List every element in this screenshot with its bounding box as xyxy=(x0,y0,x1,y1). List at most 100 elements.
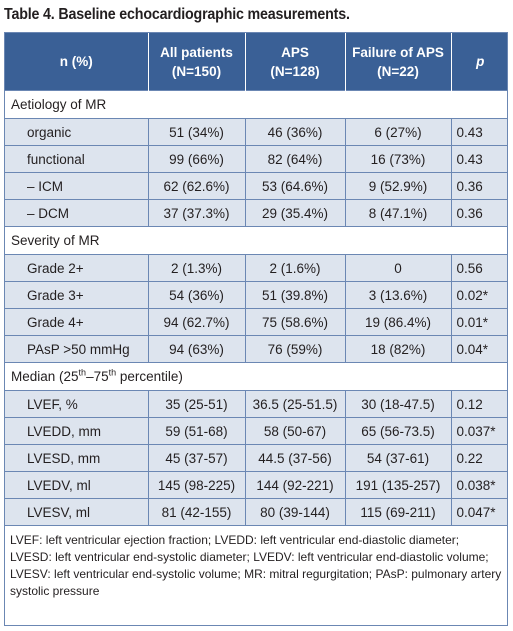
row-label: – ICM xyxy=(5,172,148,200)
table-row: LVEDV, ml 145 (98-225) 144 (92-221) 191 … xyxy=(5,471,507,499)
table-row: Grade 4+ 94 (62.7%) 75 (58.6%) 19 (86.4%… xyxy=(5,308,507,336)
table-row: Grade 3+ 54 (36%) 51 (39.8%) 3 (13.6%) 0… xyxy=(5,281,507,309)
echo-table: n (%) All patients (N=150) APS (N=128) F… xyxy=(5,33,507,604)
cell-failure-aps: 9 (52.9%) xyxy=(344,172,451,200)
cell-aps: 80 (39-144) xyxy=(244,498,345,526)
row-label: – DCM xyxy=(5,199,148,227)
cell-failure-aps: 0 xyxy=(344,254,451,282)
cell-all-patients: 35 (25-51) xyxy=(147,390,245,418)
header-failure-aps: Failure of APS (N=22) xyxy=(344,33,451,91)
cell-all-patients: 94 (62.7%) xyxy=(147,308,245,336)
table-row: organic 51 (34%) 46 (36%) 6 (27%) 0.43 xyxy=(5,118,507,146)
cell-failure-aps: 191 (135-257) xyxy=(344,471,451,499)
table-row: PAsP >50 mmHg 94 (63%) 76 (59%) 18 (82%)… xyxy=(5,335,507,363)
table-row: LVESD, mm 45 (37-57) 44.5 (37-56) 54 (37… xyxy=(5,444,507,472)
header-p-value: p xyxy=(450,33,507,91)
cell-all-patients: 99 (66%) xyxy=(147,145,245,173)
header-failure-aps-n: (N=22) xyxy=(377,63,419,79)
table-caption: Table 4. Baseline echocardiographic meas… xyxy=(4,6,350,23)
section-row-median: Median (25th–75th percentile) xyxy=(5,362,507,391)
cell-aps: 46 (36%) xyxy=(244,118,345,146)
header-aps-label: APS xyxy=(281,44,309,60)
cell-p-value: 0.36 xyxy=(450,172,507,200)
section-row-severity: Severity of MR xyxy=(5,226,507,255)
row-label: LVESV, ml xyxy=(5,498,148,526)
superscript: th xyxy=(108,367,117,378)
cell-aps: 2 (1.6%) xyxy=(244,254,345,282)
cell-failure-aps: 6 (27%) xyxy=(344,118,451,146)
cell-aps: 29 (35.4%) xyxy=(244,199,345,227)
row-label: Grade 2+ xyxy=(5,254,148,282)
cell-failure-aps: 16 (73%) xyxy=(344,145,451,173)
row-label: LVEDD, mm xyxy=(5,417,148,445)
cell-failure-aps: 65 (56-73.5) xyxy=(344,417,451,445)
section-row-aetiology: Aetiology of MR xyxy=(5,90,507,119)
cell-p-value: 0.22 xyxy=(450,444,507,472)
cell-aps: 144 (92-221) xyxy=(244,471,345,499)
cell-failure-aps: 8 (47.1%) xyxy=(344,199,451,227)
cell-all-patients: 81 (42-155) xyxy=(147,498,245,526)
row-label: functional xyxy=(5,145,148,173)
cell-p-value: 0.01* xyxy=(450,308,507,336)
table-row: LVESV, ml 81 (42-155) 80 (39-144) 115 (6… xyxy=(5,498,507,526)
header-all-patients-n: (N=150) xyxy=(171,63,222,79)
cell-aps: 44.5 (37-56) xyxy=(244,444,345,472)
header-all-patients-label: All patients xyxy=(160,44,233,60)
cell-failure-aps: 54 (37-61) xyxy=(344,444,451,472)
cell-failure-aps: 30 (18-47.5) xyxy=(344,390,451,418)
cell-all-patients: 59 (51-68) xyxy=(147,417,245,445)
header-n-percent: n (%) xyxy=(5,33,148,91)
table-row: – DCM 37 (37.3%) 29 (35.4%) 8 (47.1%) 0.… xyxy=(5,199,507,227)
cell-p-value: 0.04* xyxy=(450,335,507,363)
cell-p-value: 0.12 xyxy=(450,390,507,418)
row-label: LVEF, % xyxy=(5,390,148,418)
cell-p-value: 0.02* xyxy=(450,281,507,309)
cell-all-patients: 62 (62.6%) xyxy=(147,172,245,200)
footnote-row: LVEF: left ventricular ejection fraction… xyxy=(5,525,507,604)
table-row: – ICM 62 (62.6%) 53 (64.6%) 9 (52.9%) 0.… xyxy=(5,172,507,200)
table-row: functional 99 (66%) 82 (64%) 16 (73%) 0.… xyxy=(5,145,507,173)
table-row: LVEDD, mm 59 (51-68) 58 (50-67) 65 (56-7… xyxy=(5,417,507,445)
cell-aps: 76 (59%) xyxy=(244,335,345,363)
row-label: organic xyxy=(5,118,148,146)
cell-failure-aps: 18 (82%) xyxy=(344,335,451,363)
row-label: PAsP >50 mmHg xyxy=(5,335,148,363)
section-label: Severity of MR xyxy=(5,226,507,255)
section-label-part: percentile) xyxy=(116,369,183,384)
table-footnote: LVEF: left ventricular ejection fraction… xyxy=(5,525,507,604)
row-label: Grade 3+ xyxy=(5,281,148,309)
section-label: Aetiology of MR xyxy=(5,90,507,119)
section-label-part: –75 xyxy=(86,369,109,384)
cell-failure-aps: 3 (13.6%) xyxy=(344,281,451,309)
cell-aps: 53 (64.6%) xyxy=(244,172,345,200)
cell-all-patients: 54 (36%) xyxy=(147,281,245,309)
header-row: n (%) All patients (N=150) APS (N=128) F… xyxy=(5,33,507,91)
row-label: Grade 4+ xyxy=(5,308,148,336)
cell-all-patients: 51 (34%) xyxy=(147,118,245,146)
cell-p-value: 0.037* xyxy=(450,417,507,445)
cell-aps: 75 (58.6%) xyxy=(244,308,345,336)
cell-p-value: 0.56 xyxy=(450,254,507,282)
cell-aps: 82 (64%) xyxy=(244,145,345,173)
section-label: Median (25th–75th percentile) xyxy=(5,362,507,391)
cell-all-patients: 94 (63%) xyxy=(147,335,245,363)
header-all-patients: All patients (N=150) xyxy=(147,33,245,91)
row-label: LVESD, mm xyxy=(5,444,148,472)
row-label: LVEDV, ml xyxy=(5,471,148,499)
section-label-part: Median (25 xyxy=(11,369,79,384)
table-row: LVEF, % 35 (25-51) 36.5 (25-51.5) 30 (18… xyxy=(5,390,507,418)
cell-all-patients: 145 (98-225) xyxy=(147,471,245,499)
cell-all-patients: 45 (37-57) xyxy=(147,444,245,472)
cell-all-patients: 37 (37.3%) xyxy=(147,199,245,227)
header-aps: APS (N=128) xyxy=(244,33,345,91)
cell-aps: 51 (39.8%) xyxy=(244,281,345,309)
cell-p-value: 0.047* xyxy=(450,498,507,526)
table-frame: n (%) All patients (N=150) APS (N=128) F… xyxy=(4,32,508,626)
cell-aps: 36.5 (25-51.5) xyxy=(244,390,345,418)
header-failure-aps-label: Failure of APS xyxy=(352,44,444,60)
cell-p-value: 0.43 xyxy=(450,145,507,173)
cell-aps: 58 (50-67) xyxy=(244,417,345,445)
header-aps-n: (N=128) xyxy=(270,63,320,79)
cell-failure-aps: 19 (86.4%) xyxy=(344,308,451,336)
cell-all-patients: 2 (1.3%) xyxy=(147,254,245,282)
